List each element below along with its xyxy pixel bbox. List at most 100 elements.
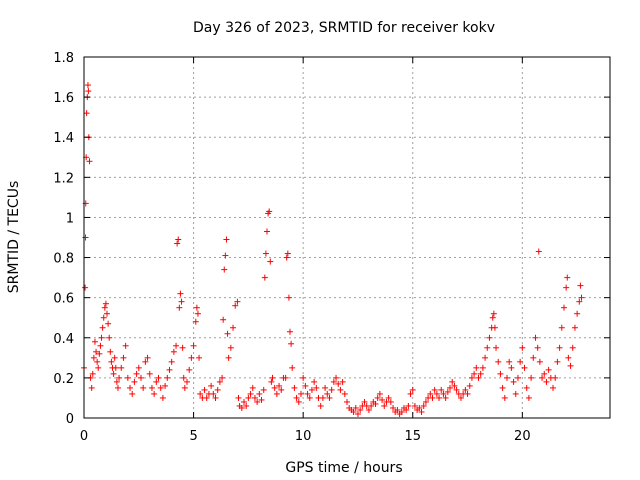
- data-point: [466, 382, 473, 389]
- data-point: [99, 324, 106, 331]
- data-point: [574, 310, 581, 317]
- data-point: [479, 364, 486, 371]
- data-point: [157, 384, 164, 391]
- data-point: [293, 394, 300, 401]
- data-point: [322, 384, 329, 391]
- data-point: [222, 252, 229, 259]
- data-point: [457, 394, 464, 401]
- data-point: [273, 390, 280, 397]
- data-point: [295, 398, 302, 405]
- data-point: [503, 374, 510, 381]
- x-tick-label: 5: [189, 429, 197, 444]
- data-point: [510, 378, 517, 385]
- data-point: [100, 314, 107, 321]
- data-point: [420, 402, 427, 409]
- data-point: [317, 402, 324, 409]
- data-point: [112, 364, 119, 371]
- data-point: [489, 314, 496, 321]
- data-point: [398, 408, 405, 415]
- data-point: [528, 374, 535, 381]
- x-tick-label: 10: [295, 429, 312, 444]
- data-point: [550, 384, 557, 391]
- data-point: [300, 374, 307, 381]
- data-point: [232, 302, 239, 309]
- data-point: [350, 408, 357, 415]
- data-point: [235, 394, 242, 401]
- data-point: [162, 382, 169, 389]
- data-point: [88, 384, 95, 391]
- data-point: [464, 390, 471, 397]
- grid-lines: [84, 57, 610, 418]
- data-point: [188, 354, 195, 361]
- data-point: [577, 282, 584, 289]
- data-point: [247, 390, 254, 397]
- data-point: [159, 394, 166, 401]
- data-point: [238, 404, 245, 411]
- data-point: [118, 364, 125, 371]
- data-point: [560, 304, 567, 311]
- data-point: [576, 298, 583, 305]
- y-axis-label: SRMTID / TECUs: [6, 181, 22, 294]
- data-point: [146, 370, 153, 377]
- data-point: [155, 374, 162, 381]
- plot-frame: [83, 56, 611, 419]
- data-point: [289, 364, 296, 371]
- data-point: [225, 354, 232, 361]
- data-point: [381, 402, 388, 409]
- data-point: [197, 390, 204, 397]
- data-point: [328, 386, 335, 393]
- data-point: [447, 384, 454, 391]
- data-point: [453, 386, 460, 393]
- data-point: [116, 374, 123, 381]
- data-point: [216, 378, 223, 385]
- data-point: [471, 370, 478, 377]
- data-point: [284, 250, 291, 257]
- data-point: [221, 266, 228, 273]
- data-point: [173, 342, 180, 349]
- data-point: [151, 390, 158, 397]
- data-point: [482, 354, 489, 361]
- data-point: [186, 366, 193, 373]
- data-point: [97, 342, 104, 349]
- y-tick-label: 1.2: [53, 171, 74, 186]
- data-point: [411, 402, 418, 409]
- data-point: [418, 408, 425, 415]
- data-point: [521, 364, 528, 371]
- data-point: [569, 344, 576, 351]
- data-point: [490, 310, 497, 317]
- data-point: [578, 294, 585, 301]
- data-point: [368, 402, 375, 409]
- data-point: [390, 404, 397, 411]
- x-axis-label: GPS time / hours: [285, 460, 402, 476]
- data-point: [403, 406, 410, 413]
- data-point: [104, 310, 111, 317]
- data-point: [190, 342, 197, 349]
- data-point: [175, 236, 182, 243]
- data-point: [101, 304, 108, 311]
- data-point: [357, 406, 364, 413]
- data-point: [440, 390, 447, 397]
- data-point: [178, 298, 185, 305]
- data-point: [491, 324, 498, 331]
- data-point: [433, 390, 440, 397]
- data-point: [337, 386, 344, 393]
- y-tick-label: 0: [66, 412, 74, 427]
- data-point: [113, 378, 120, 385]
- data-point: [484, 344, 491, 351]
- data-point: [387, 398, 394, 405]
- data-point: [166, 366, 173, 373]
- data-point: [313, 384, 320, 391]
- data-point: [495, 358, 502, 365]
- data-point: [142, 358, 149, 365]
- data-point: [249, 384, 256, 391]
- data-point: [530, 354, 537, 361]
- data-point: [525, 394, 532, 401]
- data-point: [477, 370, 484, 377]
- y-tick-label: 1.6: [53, 91, 74, 106]
- data-point: [254, 398, 261, 405]
- data-point: [449, 378, 456, 385]
- data-point: [512, 390, 519, 397]
- data-point: [442, 394, 449, 401]
- data-point: [514, 374, 521, 381]
- data-point: [416, 404, 423, 411]
